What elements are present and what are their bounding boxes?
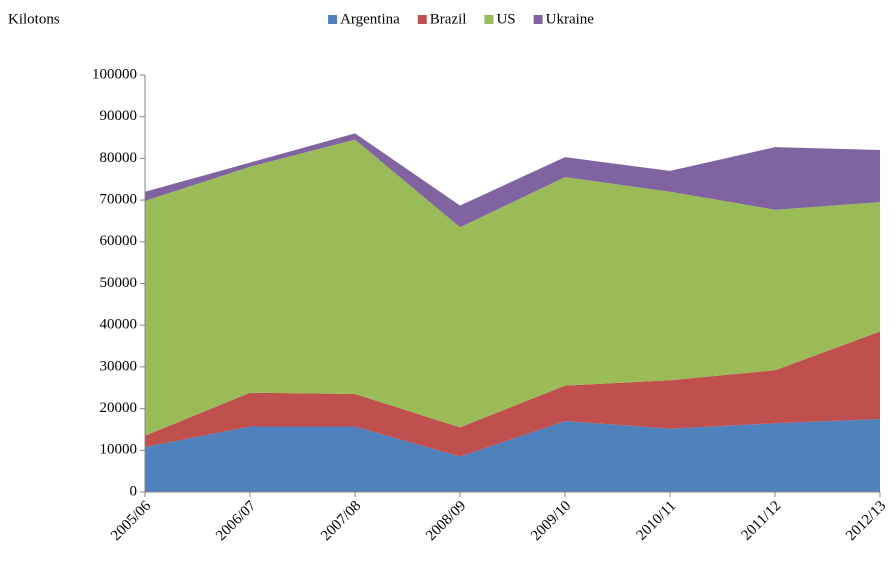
x-tick-label: 2009/10 xyxy=(528,498,574,544)
legend-swatch xyxy=(328,15,338,24)
y-tick-label: 20000 xyxy=(100,400,138,416)
legend-swatch xyxy=(533,15,543,24)
y-axis-label: Kilotons xyxy=(8,11,60,27)
x-tick-label: 2012/13 xyxy=(843,498,889,544)
area xyxy=(145,419,880,492)
legend-swatch xyxy=(417,15,427,24)
y-tick-label: 0 xyxy=(130,483,138,499)
x-tick-label: 2011/12 xyxy=(739,498,785,544)
area xyxy=(145,139,880,436)
y-tick-label: 80000 xyxy=(100,150,138,166)
x-tick-label: 2008/09 xyxy=(423,498,469,544)
legend-swatch xyxy=(484,15,494,24)
x-tick-label: 2007/08 xyxy=(318,498,364,544)
y-tick-label: 90000 xyxy=(100,108,138,124)
x-tick-label: 2010/11 xyxy=(634,498,680,544)
y-tick-label: 30000 xyxy=(100,358,138,374)
y-tick-label: 60000 xyxy=(100,233,138,249)
y-tick-label: 10000 xyxy=(100,442,138,458)
area xyxy=(145,133,880,228)
legend-label: Argentina xyxy=(340,11,400,27)
legend-label: Brazil xyxy=(430,11,467,27)
x-tick-label: 2005/06 xyxy=(108,498,154,544)
legend-label: Ukraine xyxy=(546,11,595,27)
legend: Argentina Brazil US Ukraine xyxy=(328,11,594,27)
area xyxy=(145,331,880,457)
x-tick-label: 2006/07 xyxy=(213,498,259,544)
y-tick-label: 50000 xyxy=(100,275,138,291)
legend-label: US xyxy=(496,11,515,27)
y-tick-label: 100000 xyxy=(92,66,137,82)
y-tick-label: 70000 xyxy=(100,192,138,208)
y-tick-label: 40000 xyxy=(100,317,138,333)
